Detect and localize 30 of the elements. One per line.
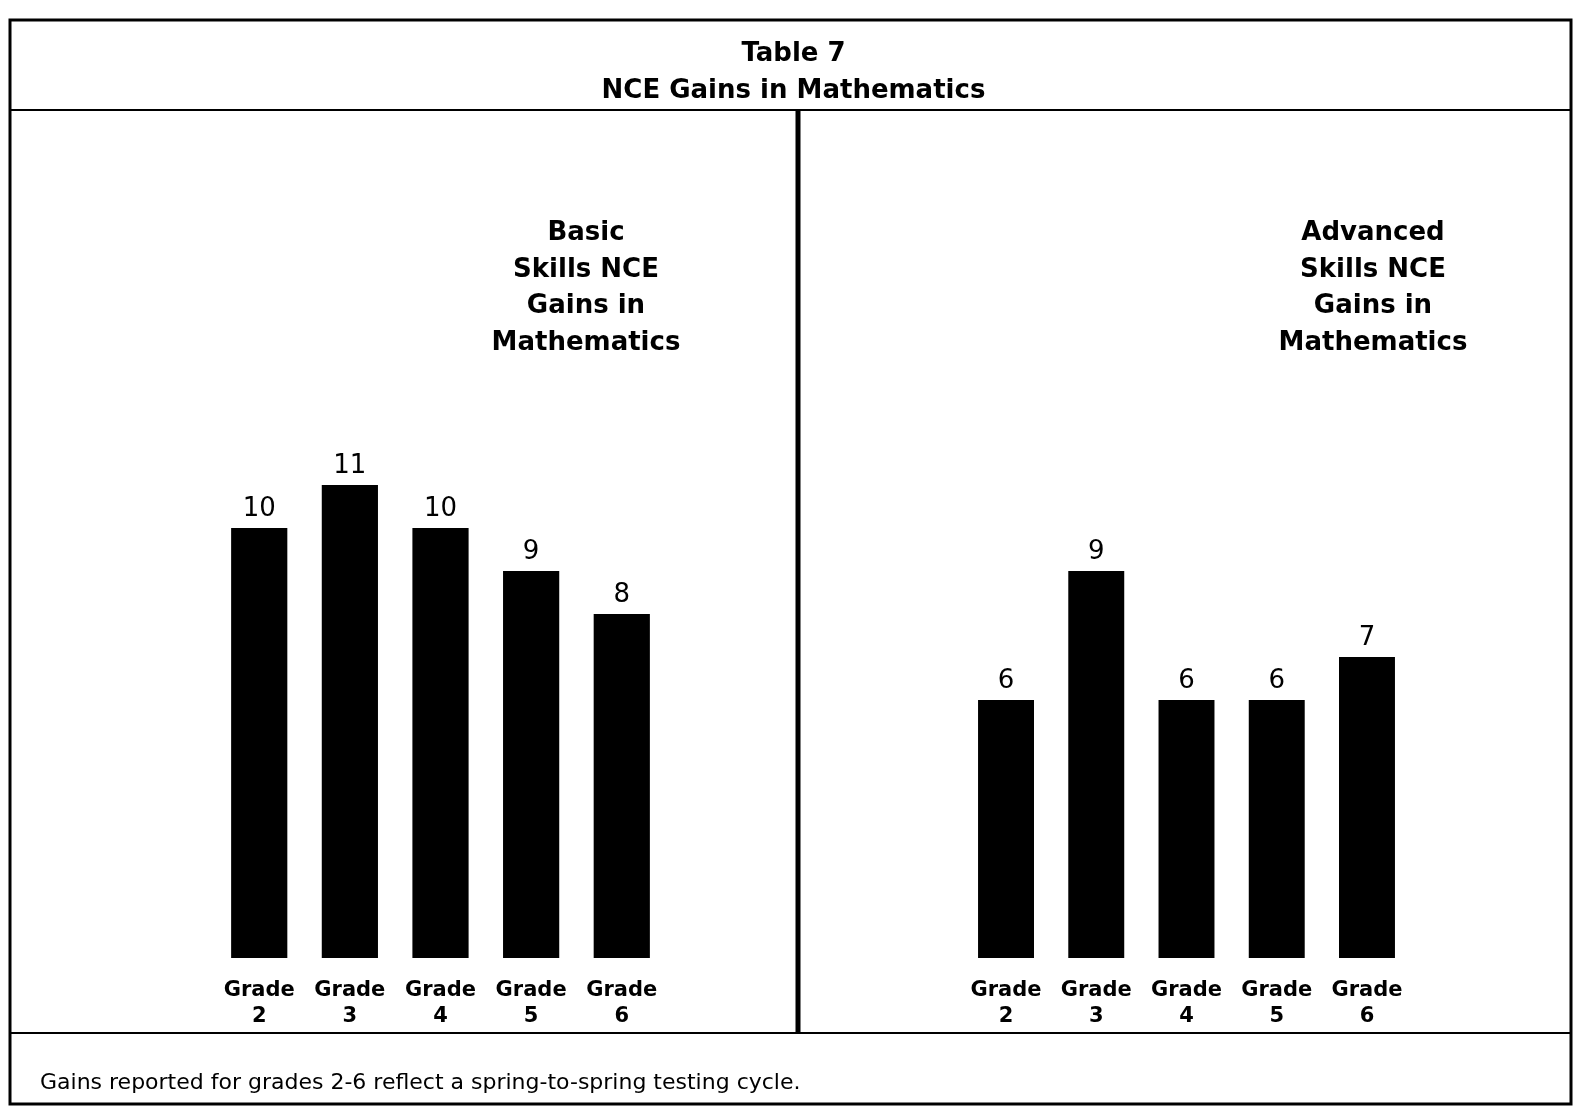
data-label: 7 [1358,621,1376,651]
x-tick-label: Grade 4 [1150,977,1223,1027]
x-tick-label: Grade 2 [223,977,295,1027]
x-tick-label: Grade 3 [1060,977,1132,1027]
caption: Table 7 [741,37,846,67]
data-label: 6 [1178,664,1195,694]
bar [231,528,288,958]
data-label: 10 [242,492,276,522]
x-tick-label: Grade 5 [1241,977,1313,1027]
x-tick-label: Grade 6 [586,977,658,1027]
data-label: 11 [333,449,367,479]
data-label: 6 [997,664,1015,694]
text: Gains reported for grades 2-6 reflect a spring-to-spring testing cycle. [40,1069,801,1094]
chart-title: Advanced Skills NCE Gains in Mathematics [1278,216,1468,356]
data-label: 9 [522,535,540,565]
data-label: 10 [423,492,458,522]
x-tick-label: Grade 2 [970,977,1042,1027]
x-tick-label: Grade 5 [495,977,567,1027]
x-tick-label: Grade 4 [404,977,477,1027]
x-tick-label: Grade 6 [1331,977,1403,1027]
x-tick-label: Grade 3 [314,977,386,1027]
bar [503,571,560,958]
bar [321,485,378,958]
bar [412,528,469,958]
data-label: 8 [613,578,631,608]
data-label: 9 [1087,535,1105,565]
data-label: 6 [1268,664,1286,694]
bar [593,614,650,958]
chart-title: Basic Skills NCE Gains in Mathematics [491,216,681,356]
text: NCE Gains in Mathematics [601,74,986,104]
